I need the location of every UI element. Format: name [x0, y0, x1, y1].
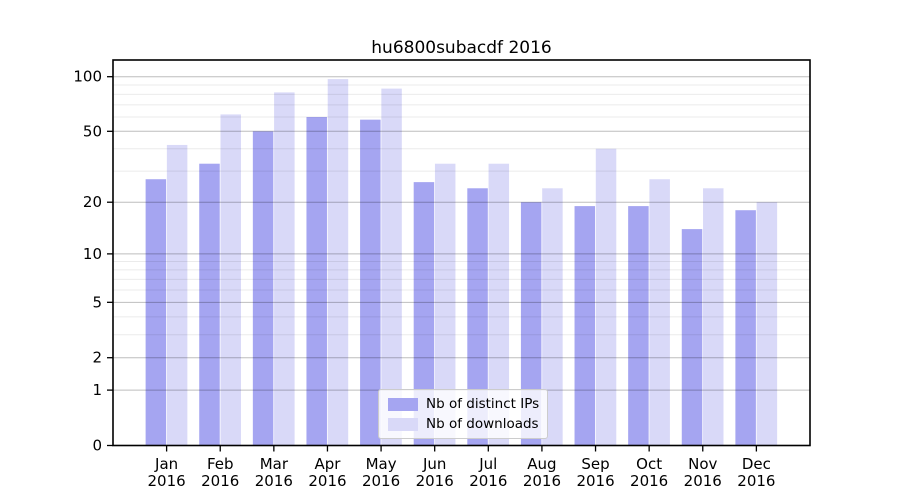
x-tick-label-year-aug: 2016	[523, 472, 561, 490]
x-tick-label-month-jun: Jun	[422, 455, 446, 473]
x-tick-label-month-jul: Jul	[478, 455, 497, 473]
x-tick-label-year-sep: 2016	[576, 472, 614, 490]
bar-ips-may	[360, 119, 381, 446]
y-tick-label-2: 2	[92, 349, 102, 367]
x-tick-label-year-feb: 2016	[201, 472, 239, 490]
bar-downloads-jul	[488, 163, 510, 446]
x-tick-label-month-dec: Dec	[742, 455, 771, 473]
y-tick-label-10: 10	[83, 245, 102, 263]
bar-ips-jan	[145, 179, 167, 446]
bar-downloads-jun	[434, 163, 456, 446]
bar-ips-feb	[199, 163, 220, 446]
bar-ips-jun	[413, 182, 435, 446]
x-tick-label-year-mar: 2016	[255, 472, 293, 490]
x-tick-label-month-oct: Oct	[636, 455, 662, 473]
x-tick-label-year-nov: 2016	[684, 472, 722, 490]
x-tick-label-year-apr: 2016	[308, 472, 346, 490]
bar-downloads-nov	[703, 188, 724, 446]
x-tick-label-month-nov: Nov	[688, 455, 717, 473]
bar-downloads-dec	[756, 202, 778, 446]
bar-ips-sep	[574, 206, 596, 446]
bar-downloads-jan	[166, 144, 188, 446]
bar-ips-mar	[252, 131, 274, 446]
bar-ips-aug	[520, 202, 542, 446]
y-tick-label-100: 100	[73, 68, 102, 86]
bar-ips-dec	[735, 210, 756, 446]
y-tick-label-20: 20	[83, 193, 102, 211]
bar-downloads-oct	[649, 179, 670, 446]
bar-downloads-may	[381, 88, 402, 446]
x-tick-label-month-apr: Apr	[314, 455, 341, 473]
bar-ips-jul	[467, 188, 488, 446]
x-tick-label-month-may: May	[366, 455, 397, 473]
bar-ips-nov	[681, 229, 703, 446]
x-tick-label-month-aug: Aug	[527, 455, 556, 473]
legend-entry-distinct-ips: Nb of distinct IPs	[388, 396, 540, 412]
legend: Nb of distinct IPs Nb of downloads	[378, 389, 548, 439]
y-tick-label-1: 1	[92, 381, 102, 399]
legend-swatch-downloads	[388, 417, 418, 431]
axes-box	[112, 59, 811, 447]
x-tick-label-year-may: 2016	[362, 472, 400, 490]
y-tick-label-5: 5	[92, 293, 102, 311]
x-tick-label-month-mar: Mar	[260, 455, 289, 473]
legend-label-distinct-ips: Nb of distinct IPs	[426, 396, 540, 412]
bar-downloads-apr	[327, 79, 349, 446]
bar-downloads-feb	[220, 114, 241, 446]
x-tick-label-year-jun: 2016	[416, 472, 454, 490]
bar-ips-apr	[306, 116, 327, 446]
bar-downloads-aug	[542, 188, 563, 446]
chart-title: hu6800subacdf 2016	[371, 38, 552, 58]
legend-label-downloads: Nb of downloads	[426, 416, 539, 432]
y-tick-label-50: 50	[83, 122, 102, 140]
legend-entry-downloads: Nb of downloads	[388, 416, 539, 432]
x-tick-label-month-feb: Feb	[207, 455, 234, 473]
legend-swatch-distinct-ips	[388, 397, 418, 411]
x-tick-label-year-dec: 2016	[737, 472, 775, 490]
x-tick-label-month-sep: Sep	[581, 455, 609, 473]
bar-downloads-mar	[274, 92, 295, 446]
x-tick-label-year-jul: 2016	[469, 472, 507, 490]
y-tick-label-0: 0	[92, 437, 102, 455]
bar-downloads-sep	[595, 148, 617, 446]
x-tick-label-month-jan: Jan	[154, 455, 178, 473]
bar-ips-oct	[628, 206, 649, 446]
x-tick-label-year-jan: 2016	[148, 472, 186, 490]
x-tick-label-year-oct: 2016	[630, 472, 668, 490]
